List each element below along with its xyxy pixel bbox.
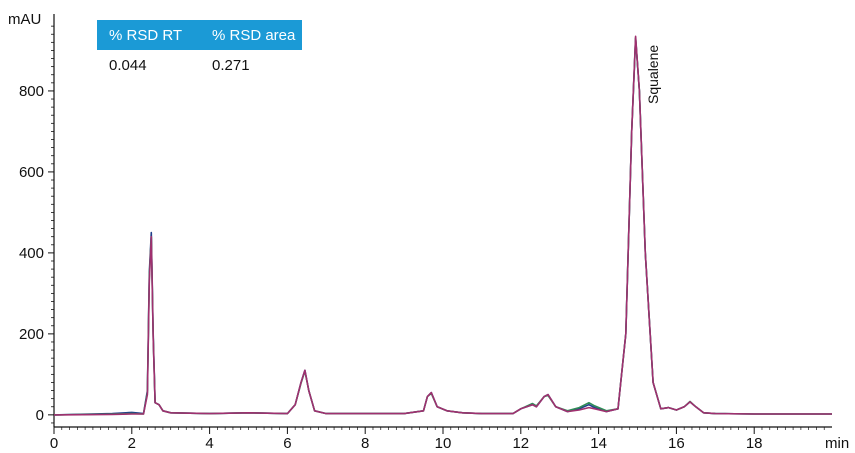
x-tick-label: 12 (512, 435, 529, 452)
x-tick-label: 2 (128, 435, 136, 452)
y-axis-unit-label: mAU (8, 11, 41, 28)
axes: 0 200 400 600 800 0 2 4 6 8 10 12 14 16 18 (19, 14, 832, 452)
rsd-table: % RSD RT % RSD area 0.044 0.271 (97, 20, 302, 80)
x-tick-label: 0 (50, 435, 58, 452)
series-group (53, 35, 832, 416)
x-tick-label: 8 (361, 435, 369, 452)
y-tick-label: 200 (19, 326, 44, 343)
y-ticks: 0 200 400 600 800 (19, 25, 54, 424)
x-tick-label: 14 (590, 435, 607, 452)
x-tick-label: 4 (205, 435, 213, 452)
rsd-value-area: 0.271 (212, 56, 250, 74)
y-tick-label: 600 (19, 164, 44, 181)
y-tick-label: 400 (19, 245, 44, 262)
x-tick-label: 16 (668, 435, 685, 452)
y-tick-label: 0 (36, 407, 44, 424)
x-tick-label: 10 (435, 435, 452, 452)
x-ticks: 0 2 4 6 8 10 12 14 16 18 (50, 427, 825, 452)
x-tick-label: 18 (746, 435, 763, 452)
rsd-table-row: 0.044 0.271 (97, 50, 302, 80)
x-tick-label: 6 (283, 435, 291, 452)
x-axis-unit-label: min (825, 435, 849, 452)
series-line-1 (53, 37, 832, 416)
rsd-table-header: % RSD RT % RSD area (97, 20, 302, 50)
rsd-header-area: % RSD area (212, 26, 296, 44)
y-tick-label: 800 (19, 83, 44, 100)
peak-label-squalene: Squalene (645, 45, 661, 104)
rsd-header-rt: % RSD RT (109, 26, 183, 44)
series-line-2 (53, 36, 832, 416)
series-line-3 (53, 35, 832, 416)
rsd-value-rt: 0.044 (109, 56, 147, 74)
